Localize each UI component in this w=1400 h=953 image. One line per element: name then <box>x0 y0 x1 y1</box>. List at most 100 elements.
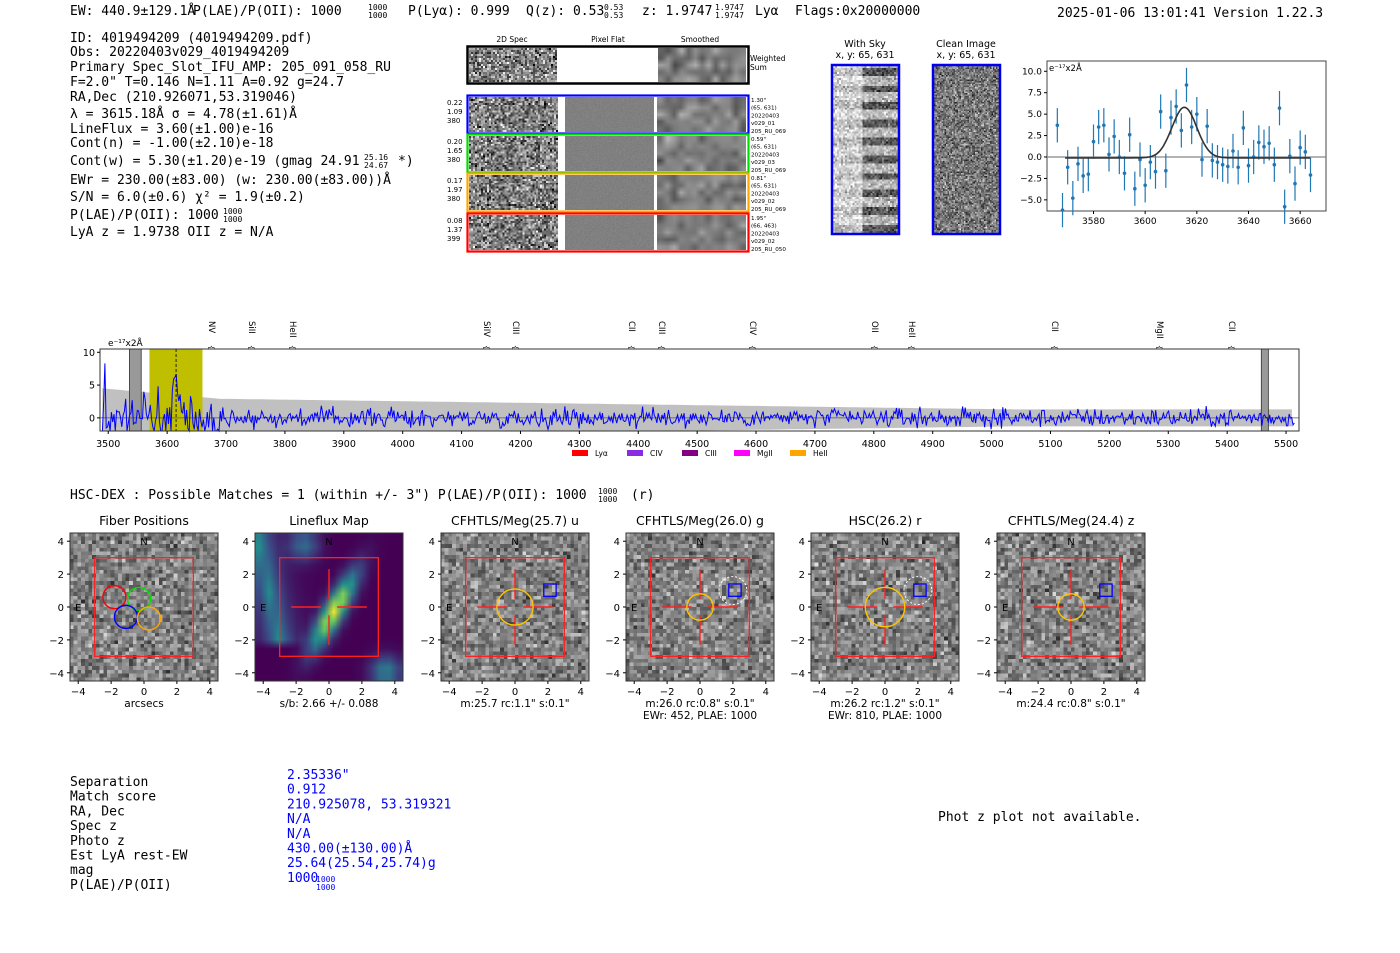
fov-box <box>279 557 379 657</box>
data-point <box>1272 162 1277 167</box>
fiber-stat: 399 <box>447 235 460 243</box>
north-label: N <box>511 537 518 548</box>
table-plae-hi: 1000 <box>316 875 335 884</box>
line-fit-plot: 3580 3600 3620 3640 3660 −5.0 −2.5 0.0 2.5 5.0 7.5… <box>1020 60 1327 228</box>
cutout-frame <box>830 63 901 236</box>
x-tick-label: 4 <box>1134 687 1140 698</box>
line-marker-bracket: { <box>207 345 215 349</box>
x-tick-label: 0 <box>141 687 147 698</box>
fiber-info: 20220403 <box>751 113 780 119</box>
legend-label: CIV <box>650 449 663 458</box>
aperture-circle <box>864 586 906 628</box>
qz-hi: 0.53 <box>604 3 623 12</box>
legend-label: CIII <box>705 449 717 458</box>
data-point <box>1096 125 1101 129</box>
data-point <box>1138 157 1142 162</box>
east-label: E <box>1002 603 1008 614</box>
x-tick-label: −2 <box>845 687 860 698</box>
header: EW: 440.9±129.1Å P(LAE)/P(OII): 1000 100… <box>70 3 1323 21</box>
match-field-value: 2.35336" <box>287 768 350 783</box>
x-tick-label: −2 <box>1031 687 1046 698</box>
z-hi: 1.9747 <box>715 3 744 12</box>
data-point <box>1148 160 1153 164</box>
fiber-info: 205_RU_069 <box>751 168 786 174</box>
x-tick-label: −2 <box>475 687 490 698</box>
fiber-info: (65, 631) <box>751 106 777 112</box>
line-marker-label: CIII <box>510 321 520 334</box>
panel-title: CFHTLS/Meg(26.0) g <box>636 513 764 528</box>
line-marker-bracket: { <box>1155 345 1163 349</box>
data-point <box>1231 149 1235 153</box>
fiber-stat: 0.08 <box>447 217 463 225</box>
fiber-circle <box>102 584 127 610</box>
x-tick-label: 4 <box>207 687 213 698</box>
weighted-sum-frame <box>466 45 750 85</box>
line-marker-label: CIV <box>747 321 757 335</box>
fiber-2d-spec <box>469 136 558 171</box>
y-tick-label: 0 <box>429 603 435 614</box>
y-tick-label: 2.5 <box>1028 132 1042 142</box>
cutout-coords: x, y: 65, 631 <box>936 50 995 61</box>
data-point <box>1303 150 1308 154</box>
cutout-coords: x, y: 65, 631 <box>835 50 894 61</box>
panel-caption: EWr: 452, PLAE: 1000 <box>643 710 757 722</box>
x-tick-label: 3800 <box>273 439 297 450</box>
panel-caption: m:24.4 rc:0.8" s:0.1" <box>1016 698 1125 710</box>
data-point <box>1200 157 1204 162</box>
fiber-row-frame <box>466 94 750 135</box>
fiber-info: 0.59" <box>751 137 766 143</box>
qz-value: Q(z): 0.53 <box>526 4 604 19</box>
fiber-info: (65, 631) <box>751 184 777 190</box>
x-tick-label: 5500 <box>1274 439 1298 450</box>
data-point <box>1164 168 1168 173</box>
info-line: S/N = 6.0(±0.6) χ² = 1.9(±0.2) <box>70 190 305 205</box>
panel-frame <box>69 532 219 682</box>
data-point <box>1257 140 1261 145</box>
fiber-stat: 0.17 <box>447 177 463 185</box>
x-tick-label: −2 <box>289 687 304 698</box>
fiber-info: 205_RU_069 <box>751 129 786 135</box>
z-line: Lyα <box>755 4 779 19</box>
column-title: Pixel Flat <box>591 35 625 44</box>
line-marker-label: HeII <box>287 321 297 338</box>
cutout-frame <box>931 63 1002 236</box>
masked-region <box>129 348 142 432</box>
match-field-value: 1000 <box>287 871 318 886</box>
y-tick-label: 2 <box>614 570 620 581</box>
y-tick-label: 0 <box>89 413 95 424</box>
y-tick-label: 4 <box>614 537 620 548</box>
info-line: RA,Dec (210.926071,53.319046) <box>70 90 297 105</box>
x-tick-label: 3600 <box>155 439 179 450</box>
qz-lo: 0.53 <box>604 11 623 20</box>
gmag-lo: 24.67 <box>364 161 388 170</box>
x-tick-label: 4 <box>392 687 398 698</box>
fiber-smoothed <box>657 136 746 171</box>
data-point <box>1215 160 1220 164</box>
match-field-label: Spec z <box>70 819 117 834</box>
match-field-value: 25.64(25.54,25.74)g <box>287 856 436 871</box>
x-tick-label: −4 <box>998 687 1013 698</box>
north-label: N <box>140 537 147 548</box>
data-point <box>1236 165 1240 170</box>
match-field-label: Match score <box>70 790 156 805</box>
x-tick-label: 4400 <box>626 439 650 450</box>
y-tick-label: −2 <box>420 636 435 647</box>
imaging-cutouts: Fiber Positions N E −4 −4 −2 −2 0 0 2 2 4 4 arcsecs Li… <box>49 513 1146 722</box>
data-point <box>1282 204 1287 209</box>
x-tick-label: 3900 <box>332 439 356 450</box>
panel-caption: m:26.2 rc:1.2" s:0.1" <box>830 698 939 710</box>
fiber-info: v029_02 <box>751 239 775 245</box>
spectrum-line <box>101 363 1295 433</box>
panel-title: CFHTLS/Meg(25.7) u <box>451 513 579 528</box>
east-label: E <box>631 603 637 614</box>
line-marker-bracket: { <box>748 345 756 349</box>
legend-swatch <box>734 450 750 456</box>
fiber-smoothed <box>657 215 746 250</box>
data-point <box>1102 123 1106 128</box>
x-tick-label: 0 <box>512 687 518 698</box>
data-point <box>1184 83 1189 87</box>
info-line: Primary Spec_Slot_IFU_AMP: 205_091_058_R… <box>70 60 391 75</box>
